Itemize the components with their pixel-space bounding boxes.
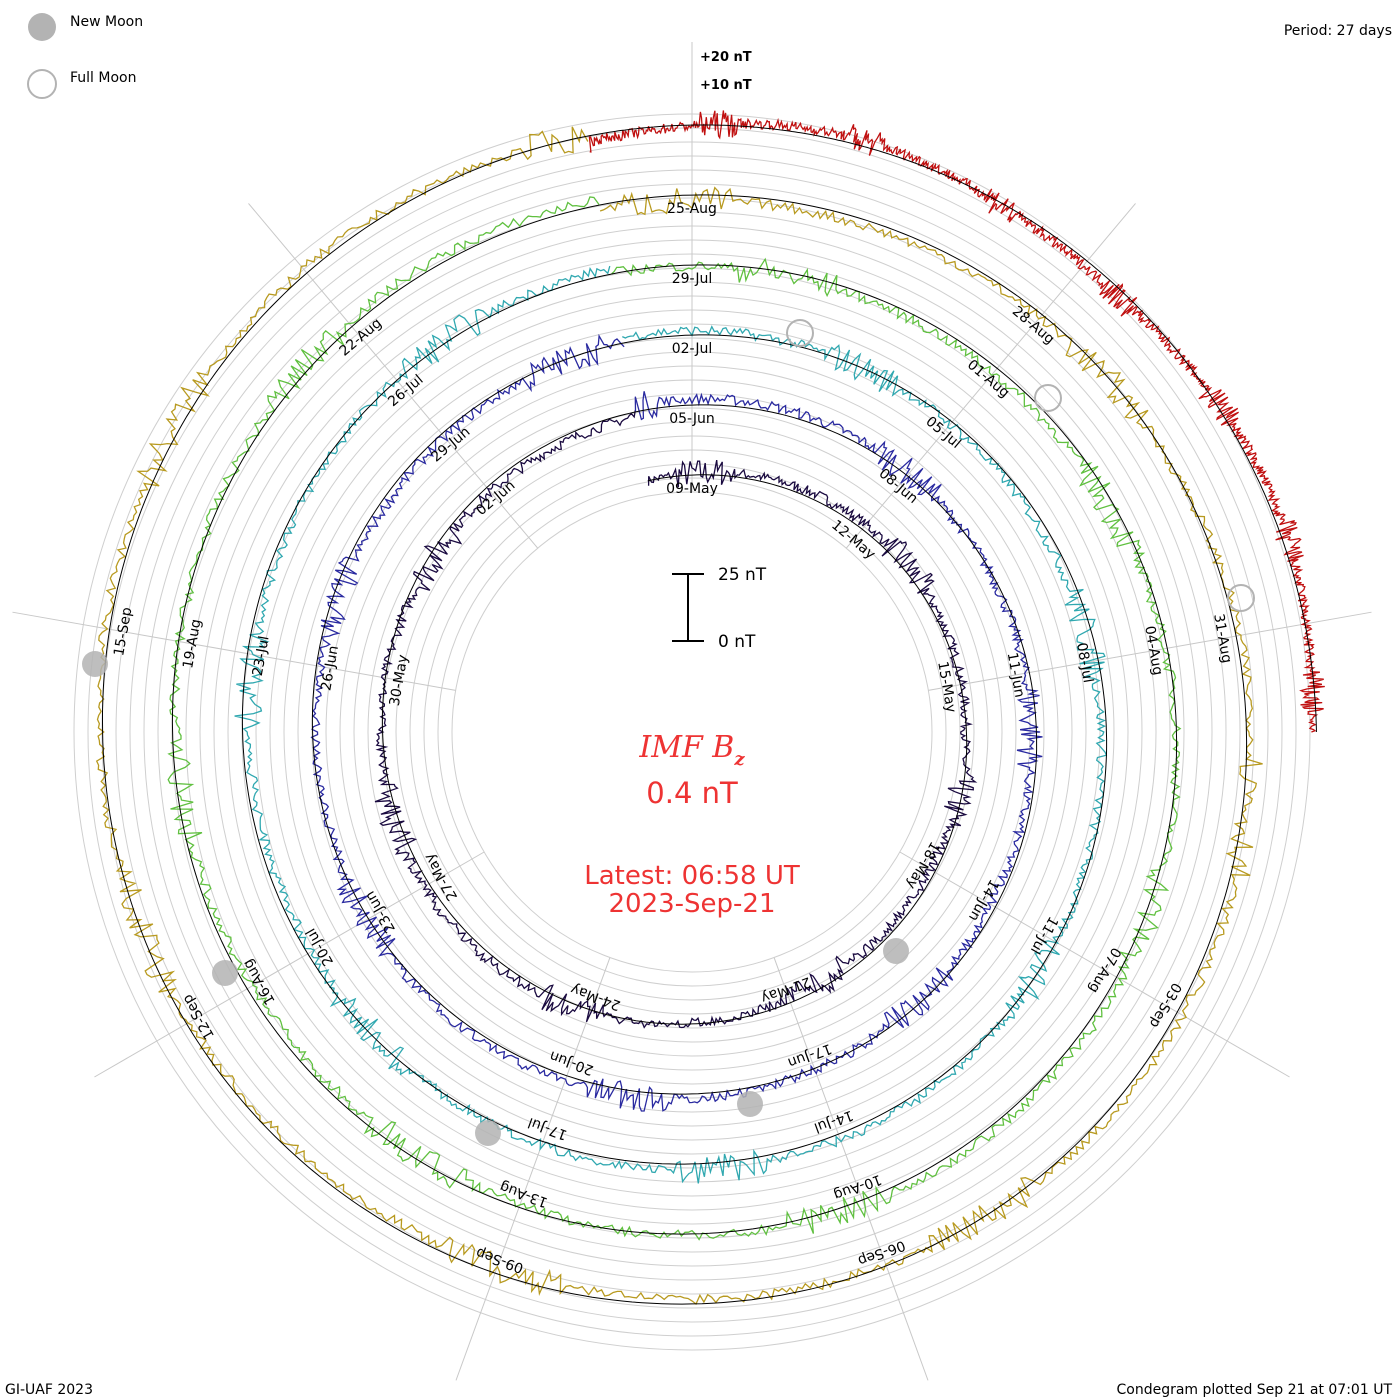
new-moon-legend-icon — [28, 13, 56, 41]
date-tick-label: 17-Jul — [526, 1114, 570, 1143]
new-moon-marker — [883, 938, 909, 964]
date-tick-label: 09-May — [666, 481, 718, 497]
date-tick-label: 31-Aug — [1210, 613, 1234, 665]
date-tick-label: 14-Jul — [812, 1107, 856, 1136]
new-moon-marker — [475, 1120, 501, 1146]
date-tick-label: 15-May — [934, 660, 959, 714]
series-line-rotation-4 — [167, 196, 1182, 1241]
new-moon-marker — [737, 1091, 763, 1117]
date-tick-label: 10-Aug — [831, 1171, 883, 1203]
date-tick-label: 02-Jul — [672, 341, 713, 357]
radial-spoke — [94, 851, 485, 1078]
legend-full-moon-label: Full Moon — [70, 70, 137, 86]
series-line-rotation-5 — [95, 126, 1263, 1306]
date-tick-label: 08-Jul — [1073, 641, 1096, 684]
date-tick-label: 07-Aug — [1085, 944, 1124, 995]
series-line-rotation-6 — [588, 110, 1325, 733]
period-label: Period: 27 days — [1283, 23, 1392, 39]
center-title-main: IMF B — [638, 730, 734, 765]
spokes-layer — [12, 42, 1372, 1381]
series-line-rotation-2 — [310, 333, 1043, 1112]
credit-label: GI-UAF 2023 — [5, 1382, 93, 1398]
center-value: 0.4 nT — [646, 776, 738, 810]
date-tick-label: 13-Aug — [498, 1178, 550, 1210]
date-tick-label: 04-Aug — [1141, 625, 1165, 677]
new-moon-marker — [82, 651, 108, 677]
trace-layer — [95, 110, 1325, 1306]
ref-label-plus10: +10 nT — [700, 78, 752, 93]
ref-label-plus20: +20 nT — [700, 50, 752, 65]
radial-spoke — [928, 611, 1372, 691]
center-latest-date: 2023-Sep-21 — [608, 889, 775, 919]
series-line-rotation-1 — [374, 410, 978, 1029]
full-moon-marker — [1227, 584, 1255, 612]
date-tick-label: 11-Jun — [1004, 651, 1028, 699]
date-tick-label: 15-Sep — [111, 606, 135, 657]
center-title: IMF Bz — [638, 730, 745, 770]
zero-line-rotation-6 — [586, 124, 1317, 732]
date-tick-label: 05-Jun — [669, 411, 715, 427]
center-title-sub: z — [733, 749, 745, 770]
radial-spoke — [248, 203, 539, 549]
radial-spoke — [773, 957, 929, 1381]
radial-spoke — [455, 957, 611, 1381]
full-moon-legend-icon — [27, 69, 57, 99]
scale-bar: 25 nT 0 nT — [672, 565, 767, 652]
scale-bar-bottom-label: 0 nT — [718, 632, 756, 652]
new-moon-marker — [212, 960, 238, 986]
zero-line-rotation-2 — [311, 342, 1038, 1095]
date-tick-label: 26-Jun — [318, 644, 342, 692]
radial-spoke — [899, 851, 1290, 1078]
date-tick-label: 03-Sep — [1146, 980, 1185, 1031]
zero-line-rotation-1 — [381, 411, 968, 1025]
zero-line-rotation-4 — [171, 204, 1178, 1235]
date-tick-label: 25-Aug — [667, 201, 717, 217]
date-tick-label: 11-Jul — [1027, 914, 1061, 957]
full-moon-marker — [1034, 384, 1062, 412]
moon-layer — [82, 319, 1255, 1146]
date-tick-label: 20-Jul — [303, 925, 337, 968]
legend-new-moon-label: New Moon — [70, 14, 144, 30]
plotted-label: Condegram plotted Sep 21 at 07:01 UT — [1116, 1382, 1392, 1398]
series-line-rotation-3 — [234, 265, 1108, 1184]
date-tick-label: 14-Jun — [965, 876, 1002, 923]
date-tick-label: 23-Jul — [250, 635, 273, 678]
date-tick-label: 06-Sep — [855, 1237, 907, 1269]
zero-line-rotation-3 — [241, 273, 1108, 1165]
date-tick-label: 29-Jul — [672, 271, 713, 287]
zero-line-rotation-5 — [102, 135, 1248, 1305]
center-latest-time: Latest: 06:58 UT — [584, 861, 800, 891]
full-moon-marker — [786, 319, 814, 347]
scale-bar-top-label: 25 nT — [718, 565, 767, 585]
